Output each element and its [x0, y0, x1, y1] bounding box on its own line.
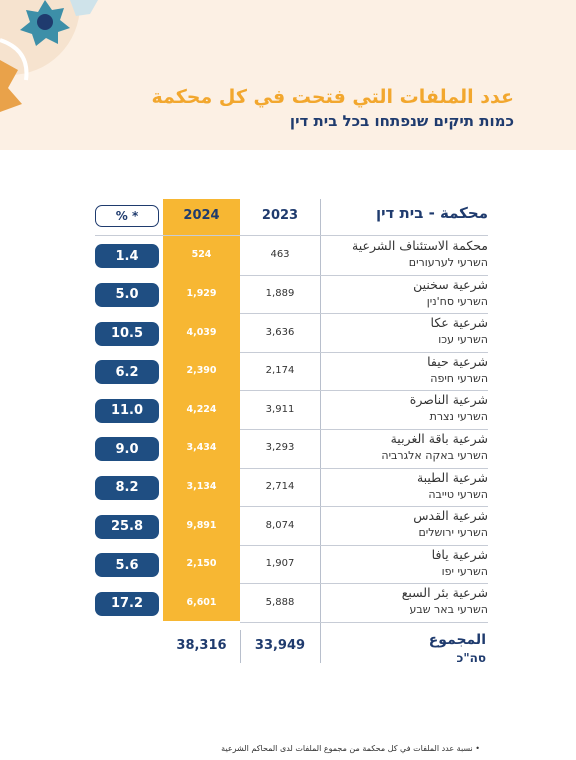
value-2024: 524 — [191, 249, 212, 261]
court-name-he: השרעי נצרת — [429, 410, 488, 424]
value-2024: 2,390 — [186, 365, 217, 377]
court-name-he: השרעי חיפה — [430, 371, 488, 385]
percent: 11.0 — [95, 398, 159, 423]
row-divider — [240, 390, 488, 392]
total-label: סה"כ — [456, 651, 486, 665]
value-2023: 2,714 — [265, 480, 295, 492]
court-name-he: השרעי לערעורים — [408, 256, 488, 269]
column-highlight — [163, 199, 240, 621]
court-name-ar: شرعية الطيبة — [416, 469, 488, 485]
percent: 8.2 — [95, 475, 159, 500]
value-2023: 463 — [270, 249, 290, 261]
row-divider — [240, 544, 488, 546]
column-header: 2023 — [261, 208, 299, 223]
court-name-he: השרעי עכו — [438, 333, 488, 347]
court-name-ar: شرعية بئر السبع — [401, 585, 488, 601]
court-name-he: השרעי באקה אלגרביה — [381, 449, 488, 462]
deco-line — [0, 38, 29, 81]
value-2024: 1,929 — [186, 287, 217, 299]
row-divider — [240, 429, 488, 430]
row-divider — [240, 467, 488, 469]
court-name-ar: شرعية باقة الغربية — [390, 431, 488, 446]
percent: 5.6 — [95, 553, 159, 578]
court-name-he: השרעי ירושלים — [418, 526, 488, 540]
court-name-ar: شرعية عكا — [430, 315, 488, 331]
court-name-he: השרעי באר שבע — [409, 603, 489, 617]
value-2024: 6,601 — [186, 596, 217, 608]
total-2024: 38,316 — [176, 638, 227, 653]
court-name-he: השרעי יפו — [441, 564, 488, 578]
row-divider — [240, 313, 488, 315]
row-divider — [240, 622, 488, 623]
row-divider — [240, 583, 488, 585]
row-divider — [95, 235, 488, 236]
value-2024: 3,434 — [186, 442, 217, 454]
header-band — [0, 0, 576, 150]
court-name-ar: شرعية سخنين — [413, 276, 488, 292]
court-name-ar: محكمة الاستئناف الشرعية — [352, 238, 488, 253]
court-name-ar: شرعية حيفا — [427, 353, 488, 369]
court-name-he: השרעי טייבה — [428, 487, 488, 501]
value-2024: 4,039 — [186, 326, 217, 338]
column-header: % * — [95, 205, 159, 227]
row-divider — [240, 274, 488, 276]
value-2024: 3,134 — [186, 480, 217, 492]
total-2023: 33,949 — [254, 638, 306, 653]
value-2023: 5,888 — [265, 596, 295, 608]
value-2023: 1,907 — [265, 558, 295, 570]
percent: 25.8 — [95, 514, 159, 539]
deco-shape — [70, 0, 98, 16]
percent: 6.2 — [95, 360, 159, 385]
divider — [320, 199, 321, 663]
court-name-ar: شرعية يافا — [431, 546, 488, 562]
value-2023: 3,911 — [265, 403, 295, 415]
value-2024: 2,150 — [186, 558, 217, 570]
column-header: محكمة - בית דין — [375, 204, 488, 222]
row-divider — [240, 506, 488, 508]
value-2024: 9,891 — [186, 519, 217, 531]
column-header: 2024 — [183, 208, 220, 223]
percent: 9.0 — [95, 437, 159, 462]
percent: 10.5 — [95, 321, 159, 346]
court-name-ar: شرعية الناصرة — [409, 392, 488, 408]
subtitle: כמות תיקים שנפתחו בכל בית דין — [289, 112, 514, 130]
value-2023: 3,293 — [265, 442, 295, 454]
value-2023: 3,636 — [265, 326, 295, 338]
value-2023: 1,889 — [265, 287, 295, 299]
footnote: • نسبة عدد الملفات في كل محكمة من مجموع … — [221, 744, 480, 753]
value-2023: 8,074 — [265, 519, 295, 531]
percent: 1.4 — [95, 244, 159, 269]
court-name-ar: شرعية القدس — [413, 508, 488, 524]
title: عدد الملفات التي فتحت في كل محكمة — [151, 86, 514, 108]
percent: 5.0 — [95, 282, 159, 307]
deco-shape — [0, 60, 22, 112]
value-2024: 4,224 — [186, 403, 217, 415]
court-name-he: השרעי סח'נין — [426, 294, 488, 308]
total-label: المجموع — [428, 632, 486, 648]
percent: 17.2 — [95, 591, 159, 616]
row-divider — [240, 351, 488, 353]
decoration — [0, 0, 98, 112]
deco-dot — [37, 14, 53, 30]
divider — [240, 630, 241, 663]
value-2023: 2,174 — [265, 365, 295, 377]
